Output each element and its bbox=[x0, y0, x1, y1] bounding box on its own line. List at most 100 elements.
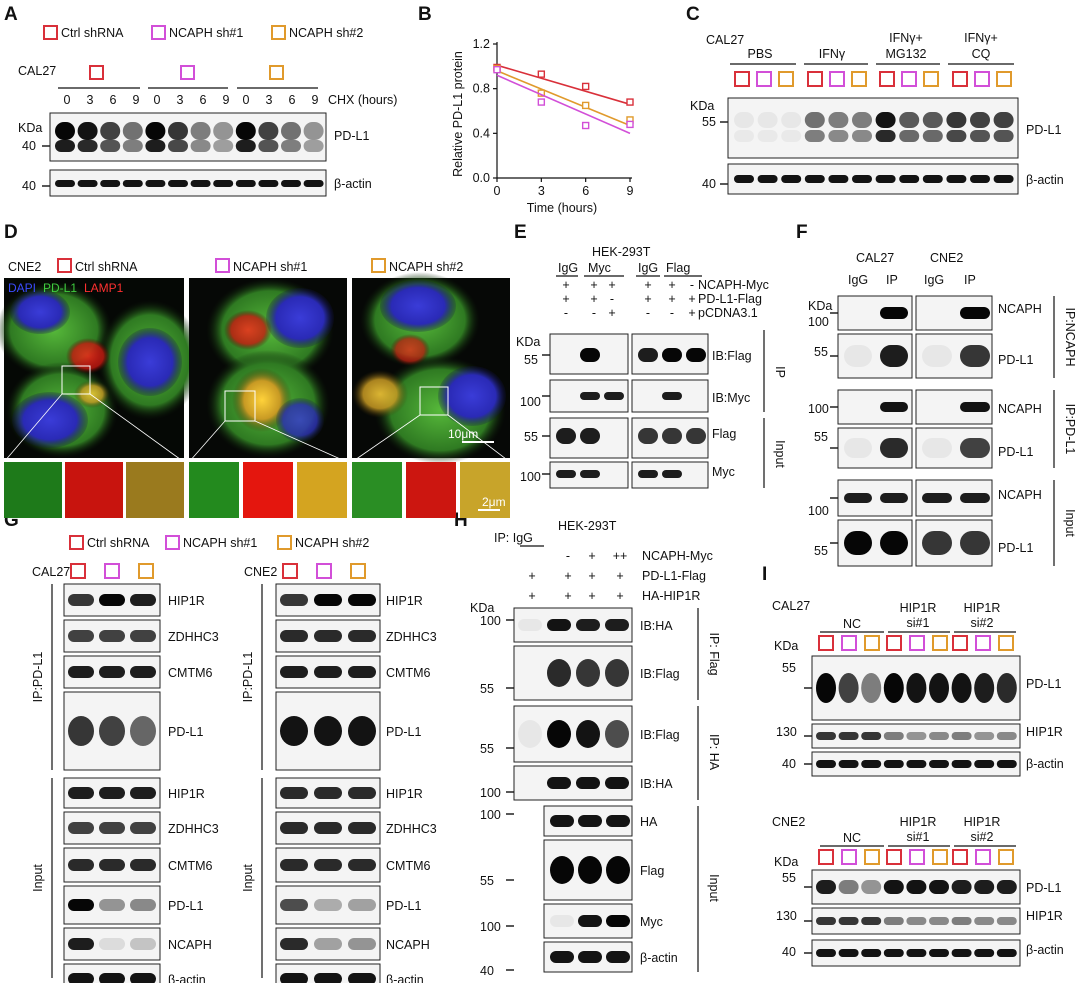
group-label-pbs: PBS bbox=[747, 47, 772, 61]
band bbox=[662, 392, 682, 400]
time-label: 0 bbox=[64, 93, 71, 107]
lane-marker bbox=[909, 849, 925, 865]
row-label-pcdna: pCDNA3.1 bbox=[698, 306, 758, 320]
cell-line-label: CAL27 bbox=[32, 565, 70, 579]
mw-marker-55: 55 bbox=[782, 871, 796, 885]
mw-marker-40: 40 bbox=[702, 177, 716, 191]
lane-marker bbox=[841, 849, 857, 865]
blot-label-pd-l1: PD-L1 bbox=[334, 129, 369, 143]
data-point-2 bbox=[537, 98, 546, 106]
band bbox=[996, 880, 1017, 894]
group-label-nc: NC bbox=[843, 831, 861, 845]
band bbox=[906, 673, 927, 703]
lane-label-ip: IP bbox=[964, 273, 976, 287]
band bbox=[816, 917, 836, 925]
band bbox=[348, 787, 376, 799]
inset-box bbox=[61, 365, 91, 395]
sign: + bbox=[562, 292, 569, 306]
mw-marker-130: 130 bbox=[776, 909, 797, 923]
x-tick-label: 6 bbox=[582, 184, 589, 198]
band bbox=[348, 899, 376, 911]
band bbox=[348, 666, 376, 678]
band bbox=[550, 856, 574, 884]
band bbox=[280, 787, 308, 799]
band bbox=[130, 822, 156, 834]
lane-markers bbox=[734, 71, 1012, 87]
band bbox=[190, 180, 211, 187]
time-label: 3 bbox=[177, 93, 184, 107]
lane-label-ip: IP bbox=[886, 273, 898, 287]
band bbox=[130, 630, 156, 642]
band bbox=[852, 130, 872, 142]
mw-marker-55: 55 bbox=[782, 661, 796, 675]
band bbox=[996, 917, 1017, 925]
panel-label-c: C bbox=[686, 4, 700, 25]
mw-marker: 55 bbox=[480, 742, 494, 756]
blot-label-ncaph: NCAPH bbox=[998, 402, 1042, 416]
blot-label-pd-l1: PD-L1 bbox=[998, 541, 1033, 555]
panel-label-d: D bbox=[4, 222, 18, 243]
mw-marker-55: 55 bbox=[814, 544, 828, 558]
blot-label-beta-actin: β-actin bbox=[1026, 173, 1064, 187]
band bbox=[899, 130, 920, 142]
time-label: 0 bbox=[243, 93, 250, 107]
group-label-ip-ha: IP: HA bbox=[707, 734, 721, 771]
band bbox=[929, 732, 949, 740]
band bbox=[951, 917, 972, 925]
band bbox=[99, 822, 125, 834]
band bbox=[281, 180, 301, 187]
group-label-ifng-plus: IFNγ+ bbox=[964, 31, 998, 45]
panel-i: CAL27 NC HIP1R si#1 HIP1R si#2 KDa 55 13… bbox=[772, 599, 1064, 967]
inset-row: 2μm bbox=[4, 462, 510, 518]
kda-label: KDa bbox=[18, 121, 42, 135]
mw-marker: 100 bbox=[480, 920, 501, 934]
lane-marker bbox=[818, 849, 834, 865]
kda-label: KDa bbox=[690, 99, 714, 113]
band bbox=[974, 880, 995, 894]
sign: + bbox=[528, 589, 535, 603]
group-label-mg132: MG132 bbox=[886, 47, 927, 61]
lane-marker bbox=[996, 71, 1012, 87]
band bbox=[960, 345, 990, 367]
decay-chart: Relative PD-L1 protein Time (hours) 0 3 6 9… bbox=[451, 37, 634, 215]
x-tick-label: 0 bbox=[494, 184, 501, 198]
lane-marker bbox=[818, 635, 834, 651]
band bbox=[974, 917, 995, 925]
band bbox=[281, 140, 301, 152]
band bbox=[348, 716, 376, 746]
sign: + bbox=[668, 292, 675, 306]
group-label-input: Input bbox=[773, 440, 787, 468]
band bbox=[605, 659, 629, 687]
band bbox=[130, 973, 156, 983]
blot-label: IB:HA bbox=[640, 777, 673, 791]
band bbox=[348, 594, 376, 606]
band bbox=[550, 815, 574, 827]
band bbox=[922, 438, 952, 458]
group-label-si1: si#1 bbox=[907, 830, 930, 844]
group-label-si1: si#1 bbox=[907, 616, 930, 630]
band bbox=[960, 493, 990, 503]
band bbox=[951, 673, 972, 703]
blot-label: NCAPH bbox=[386, 938, 430, 952]
band bbox=[314, 716, 342, 746]
lane-marker bbox=[952, 635, 968, 651]
mw-marker: 100 bbox=[480, 808, 501, 822]
group-label-ip-pd-l1: IP:PD-L1 bbox=[241, 652, 255, 703]
band bbox=[838, 673, 859, 703]
band bbox=[970, 112, 990, 128]
group-label-ip-ncaph: IP:NCAPH bbox=[1063, 307, 1077, 366]
band bbox=[838, 732, 859, 740]
legend-ncaph-sh2: NCAPH sh#2 bbox=[295, 536, 369, 550]
lane-marker bbox=[864, 635, 880, 651]
lane-markers bbox=[70, 563, 366, 579]
stain-label-lamp1: LAMP1 bbox=[84, 281, 124, 295]
band bbox=[861, 673, 882, 703]
band bbox=[280, 938, 308, 950]
band bbox=[638, 348, 658, 362]
y-tick-label: 1.2 bbox=[473, 37, 490, 51]
sign: - bbox=[610, 292, 614, 306]
band bbox=[875, 112, 896, 128]
band bbox=[852, 175, 872, 183]
blot-label-hip1r: HIP1R bbox=[1026, 725, 1063, 739]
